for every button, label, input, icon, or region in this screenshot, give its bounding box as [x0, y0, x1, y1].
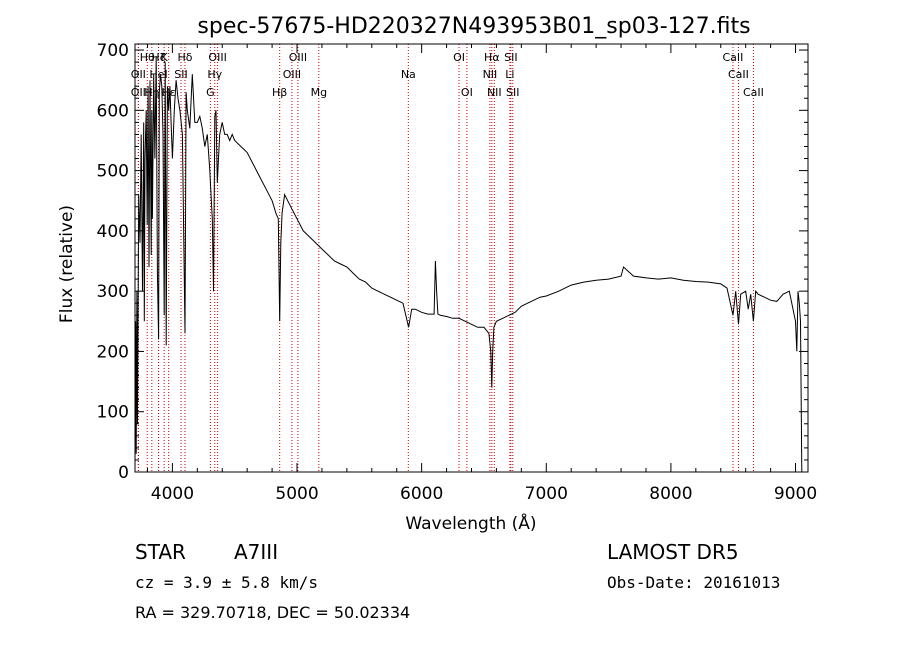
line-marker-label: Hθ	[140, 51, 155, 64]
line-marker-label: Hη	[144, 86, 159, 99]
line-marker-label: Hγ	[207, 68, 222, 81]
x-tick-label: 6000	[400, 484, 443, 504]
survey-name: LAMOST DR5	[607, 540, 739, 564]
line-marker-label: OIII	[208, 51, 226, 64]
y-tick-label: 0	[118, 463, 129, 483]
y-tick-label: 300	[97, 282, 129, 302]
line-marker-label: Hε	[162, 86, 176, 99]
coordinates-readout: RA = 329.70718, DEC = 50.02334	[135, 603, 411, 622]
x-tick-label: 7000	[525, 484, 568, 504]
line-marker-label: SII	[174, 68, 187, 81]
emission-line-markers	[137, 44, 754, 472]
line-marker-label: SII	[506, 86, 519, 99]
observation-date: Obs-Date: 20161013	[607, 573, 781, 592]
redshift-readout: cz = 3.9 ± 5.8 km/s	[135, 573, 319, 592]
line-marker-label: OIII	[283, 68, 301, 81]
line-marker-label: OI	[461, 86, 473, 99]
y-tick-label: 100	[97, 403, 129, 423]
line-marker-label: OI	[453, 51, 465, 64]
line-marker-label: CaII	[723, 51, 744, 64]
y-tick-label: 700	[97, 41, 129, 61]
line-marker-label: K	[161, 51, 169, 64]
x-axis-label: Wavelength (Å)	[405, 512, 536, 534]
line-marker-label: G	[206, 86, 215, 99]
y-tick-label: 400	[97, 222, 129, 242]
y-tick-label: 600	[97, 101, 129, 121]
line-marker-label: Na	[401, 68, 416, 81]
line-marker-label: Hβ	[272, 86, 287, 99]
line-marker-label: Hα	[484, 51, 500, 64]
line-marker-label: NII	[483, 68, 498, 81]
line-marker-label: SII	[504, 51, 517, 64]
x-tick-label: 8000	[649, 484, 692, 504]
line-marker-label: OIII	[289, 51, 307, 64]
spectrum-line	[134, 56, 803, 473]
spectral-subclass: A7III	[234, 540, 279, 564]
object-class: STAR	[135, 540, 186, 564]
line-marker-label: Hζ	[151, 51, 165, 64]
chart-title: spec-57675-HD220327N493953B01_sp03-127.f…	[197, 14, 750, 39]
y-axis-ticks: 0 100 200 300 400 500 600 700	[97, 41, 808, 483]
y-tick-label: 200	[97, 342, 129, 362]
line-marker-label: NII	[487, 86, 502, 99]
line-marker-label: Li	[505, 68, 514, 81]
x-tick-label: 4000	[151, 484, 194, 504]
y-tick-label: 500	[97, 162, 129, 182]
plot-frame	[134, 43, 809, 473]
line-marker-label: Hδ	[177, 51, 192, 64]
y-axis-label: Flux (relative)	[57, 205, 77, 323]
line-marker-label: CaII	[728, 68, 749, 81]
line-marker-label: Mg	[311, 86, 327, 99]
x-tick-label: 9000	[774, 484, 817, 504]
x-tick-label: 5000	[275, 484, 318, 504]
line-marker-label: CaII	[743, 86, 764, 99]
x-axis-ticks: 4000 5000 6000 7000 8000 9000	[146, 44, 817, 504]
